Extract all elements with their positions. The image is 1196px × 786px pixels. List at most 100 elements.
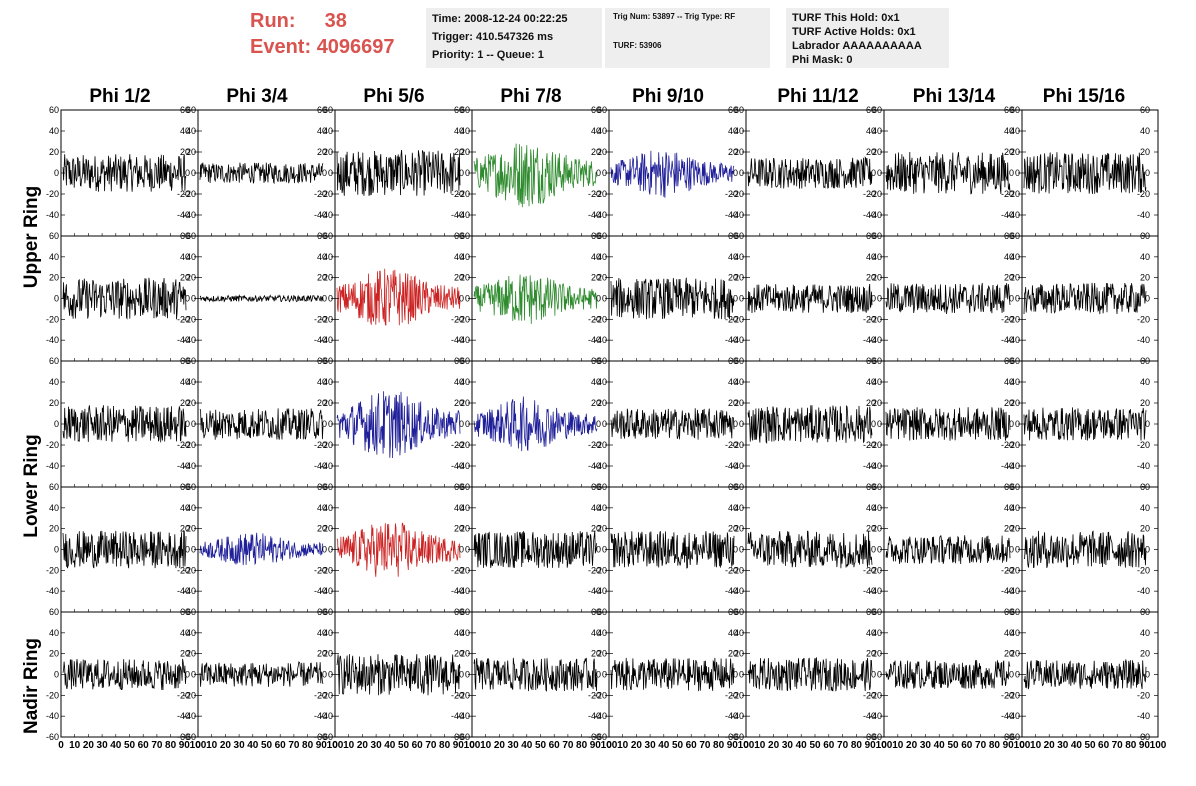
y-tick-label-left: 60 [323,356,333,366]
y-tick-label-right: -20 [177,440,190,450]
y-tick-label-left: 60 [597,482,607,492]
y-tick-label-left: 60 [734,231,744,241]
y-tick-label-left: -20 [46,690,59,700]
y-tick-label-left: 0 [191,670,196,680]
y-tick-label-right: -20 [588,440,601,450]
y-tick-label-left: 20 [597,524,607,534]
y-tick-label-left: 20 [872,398,882,408]
y-tick-label-left: 60 [1010,356,1020,366]
y-tick-label-right: 20 [728,273,738,283]
y-tick-label-left: -20 [183,690,196,700]
y-tick-label-right: 60 [866,356,876,366]
x-tick-label: 30 [1057,740,1069,751]
y-tick-label-right: 0 [185,294,190,304]
y-tick-label-left: -40 [594,461,607,471]
y-tick-label-right: -40 [588,461,601,471]
y-tick-label-right: -20 [1001,565,1014,575]
y-tick-label-left: -20 [1007,690,1020,700]
x-tick-label: 70 [1112,740,1124,751]
y-tick-label-right: 0 [1145,168,1150,178]
y-tick-label-right: -20 [314,314,327,324]
y-tick-label-right: -40 [725,586,738,596]
y-tick-label-left: 60 [49,231,59,241]
y-tick-label-left: 60 [186,356,196,366]
y-tick-label-right: 20 [728,524,738,534]
y-tick-label-right: 20 [591,273,601,283]
y-tick-label-right: 20 [866,147,876,157]
y-tick-label-right: -20 [451,314,464,324]
y-tick-label-left: 40 [460,126,470,136]
y-tick-label-left: -40 [457,335,470,345]
waveform-trace [610,150,735,198]
y-tick-label-right: 20 [454,147,464,157]
y-tick-label-left: -20 [1007,189,1020,199]
y-tick-label-left: 40 [734,252,744,262]
y-tick-label-left: -20 [869,189,882,199]
y-tick-label-left: 60 [597,231,607,241]
y-tick-label-left: 20 [460,524,470,534]
y-tick-label-left: 40 [460,252,470,262]
x-tick-label: 70 [562,740,574,751]
x-tick-label: 0 [58,740,64,751]
y-tick-label-right: -20 [1137,690,1150,700]
y-tick-label-left: -20 [183,314,196,324]
y-tick-label-right: 60 [591,607,601,617]
y-tick-label-left: 40 [460,628,470,638]
x-tick-label: 90 [1003,740,1015,751]
x-tick-label: 60 [686,740,698,751]
y-tick-label-right: 0 [1009,670,1014,680]
y-tick-label-right: -60 [1001,732,1014,742]
y-tick-label-right: -20 [588,314,601,324]
y-tick-label-right: -60 [177,732,190,742]
y-tick-label-left: 40 [460,503,470,513]
y-tick-label-left: -40 [869,335,882,345]
y-tick-label-left: 0 [191,419,196,429]
y-tick-label-left: 60 [186,482,196,492]
y-tick-label-right: 40 [728,503,738,513]
y-tick-label-right: 40 [866,252,876,262]
turf-text: TURF: 53906 [613,41,662,50]
y-tick-label-left: -40 [731,210,744,220]
run-event-box: Run: 38 Event: 4096697 [250,8,420,60]
y-tick-label-right: -40 [177,461,190,471]
y-tick-label-right: -40 [314,335,327,345]
y-tick-label-left: 60 [1010,105,1020,115]
y-tick-label-left: -20 [1007,314,1020,324]
y-tick-label-right: 20 [1140,398,1150,408]
x-tick-label: 100 [1014,740,1031,751]
y-tick-label-left: 40 [323,126,333,136]
y-tick-label-right: -40 [588,711,601,721]
y-tick-label-left: 20 [186,273,196,283]
y-tick-label-left: 60 [186,607,196,617]
x-tick-label: 10 [480,740,492,751]
y-tick-label-right: 0 [871,294,876,304]
y-tick-label-right: -20 [1137,314,1150,324]
y-tick-label-right: -40 [177,335,190,345]
y-tick-label-left: -40 [594,335,607,345]
y-tick-label-left: -40 [320,586,333,596]
x-tick-label: 20 [768,740,780,751]
y-tick-label-right: -20 [451,440,464,450]
y-tick-label-right: 0 [1009,545,1014,555]
y-tick-label-right: 40 [454,503,464,513]
y-tick-label-left: -20 [869,314,882,324]
y-tick-label-left: 20 [597,147,607,157]
y-tick-label-right: 0 [596,294,601,304]
y-tick-label-left: 0 [328,294,333,304]
y-tick-label-left: 20 [323,398,333,408]
y-tick-label-right: 40 [866,628,876,638]
y-tick-label-right: 60 [728,105,738,115]
y-tick-label-right: 40 [317,126,327,136]
x-tick-label: 60 [1098,740,1110,751]
y-tick-label-right: -40 [1137,586,1150,596]
y-tick-label-right: -20 [725,189,738,199]
y-tick-label-left: 60 [323,105,333,115]
y-tick-label-left: 20 [49,147,59,157]
x-tick-label: 0 [469,740,475,751]
y-tick-label-left: 20 [597,398,607,408]
y-tick-label-right: -20 [863,565,876,575]
y-tick-label-left: 0 [54,670,59,680]
y-tick-label-right: 0 [733,168,738,178]
y-tick-label-right: 20 [1140,524,1150,534]
y-tick-label-left: 40 [734,503,744,513]
